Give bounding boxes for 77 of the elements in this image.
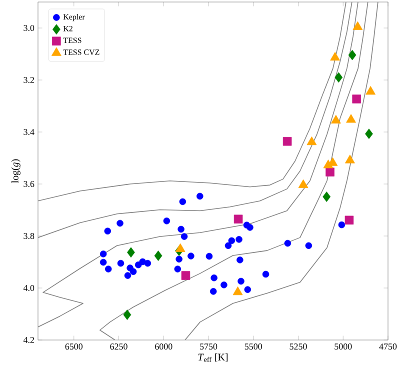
- point: [127, 247, 135, 258]
- point: [104, 266, 112, 272]
- line-series: [100, 2, 368, 340]
- point: [220, 281, 228, 288]
- point: [163, 218, 170, 224]
- x-tick-label: 6250: [110, 344, 128, 350]
- point: [181, 271, 190, 280]
- point: [100, 258, 107, 266]
- x-tick-label: 5250: [290, 344, 307, 350]
- point: [284, 240, 292, 247]
- point: [346, 114, 356, 123]
- point: [228, 237, 236, 244]
- y-tick-label: 3.2: [24, 76, 34, 84]
- point: [352, 21, 363, 30]
- point: [322, 192, 331, 202]
- y-tick-label: 3.8: [24, 232, 34, 240]
- y-tick-label: 4.0: [23, 284, 34, 292]
- x-tick-label: 6500: [65, 344, 83, 350]
- point: [344, 216, 354, 225]
- x-tick-label: 4750: [379, 344, 397, 350]
- point: [298, 179, 308, 188]
- point: [326, 168, 334, 176]
- y-tick-label: 3.6: [24, 180, 34, 188]
- point: [180, 233, 188, 240]
- point: [196, 192, 204, 200]
- point: [348, 50, 356, 60]
- point: [236, 236, 242, 243]
- x-tick-label: 5000: [334, 344, 352, 350]
- y-tick-label: 3.0: [24, 24, 34, 32]
- point: [116, 220, 124, 227]
- line-series: [38, 2, 352, 238]
- point: [334, 72, 343, 83]
- point: [224, 242, 232, 250]
- point: [124, 272, 132, 279]
- point: [130, 268, 137, 276]
- point: [178, 226, 184, 233]
- point: [238, 278, 244, 285]
- x-axis-title: T$_{eff}$ [K]: [198, 353, 228, 362]
- point: [234, 214, 243, 224]
- point: [352, 94, 361, 104]
- line-series: [38, 2, 358, 328]
- point: [330, 52, 340, 61]
- point: [210, 274, 218, 282]
- point: [174, 266, 182, 272]
- point: [236, 256, 244, 264]
- point: [210, 288, 217, 295]
- point: [154, 250, 162, 261]
- point: [305, 242, 312, 250]
- point: [176, 256, 182, 263]
- y-axis-title: log(g): [11, 159, 20, 183]
- point: [179, 198, 186, 206]
- point: [331, 114, 341, 124]
- y-tick-label: 3.4: [24, 128, 34, 136]
- x-tick-label: 5500: [244, 344, 262, 350]
- point: [366, 86, 376, 95]
- point: [262, 270, 270, 278]
- point: [306, 136, 317, 146]
- point: [282, 136, 292, 146]
- x-tick-label: 5750: [200, 344, 218, 350]
- line-series: [184, 2, 378, 340]
- point: [206, 252, 213, 260]
- point: [117, 260, 124, 267]
- point: [244, 286, 252, 293]
- point: [338, 221, 346, 228]
- point: [144, 260, 152, 267]
- x-tick-label: 6000: [155, 344, 172, 350]
- line-series: [38, 2, 346, 202]
- point: [104, 228, 112, 234]
- point: [123, 310, 132, 320]
- point: [188, 252, 194, 260]
- point: [246, 224, 254, 231]
- point: [365, 128, 373, 140]
- point: [345, 154, 355, 164]
- y-tick-label: 4.2: [23, 336, 34, 344]
- point: [175, 243, 186, 252]
- point: [232, 286, 243, 296]
- point: [100, 250, 107, 258]
